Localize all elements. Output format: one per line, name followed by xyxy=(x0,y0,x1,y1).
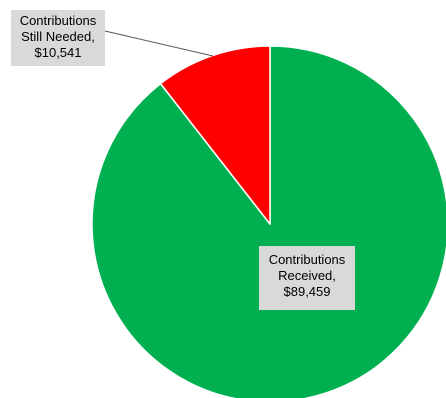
data-label-line: Received, xyxy=(278,268,336,283)
data-label-line: Contributions xyxy=(19,13,97,28)
data-label-line: Contributions xyxy=(268,252,346,267)
data-label-still-needed: Contributions Still Needed, $10,541 xyxy=(11,10,105,66)
leader-line xyxy=(104,30,214,57)
data-label-line: Still Needed, xyxy=(21,29,95,44)
data-label-value: $89,459 xyxy=(283,284,331,299)
pie-slice-contributions-received xyxy=(91,45,446,398)
pie-slices xyxy=(91,45,446,398)
data-label-received: Contributions Received, $89,459 xyxy=(259,246,355,310)
data-label-value: $10,541 xyxy=(34,45,82,60)
